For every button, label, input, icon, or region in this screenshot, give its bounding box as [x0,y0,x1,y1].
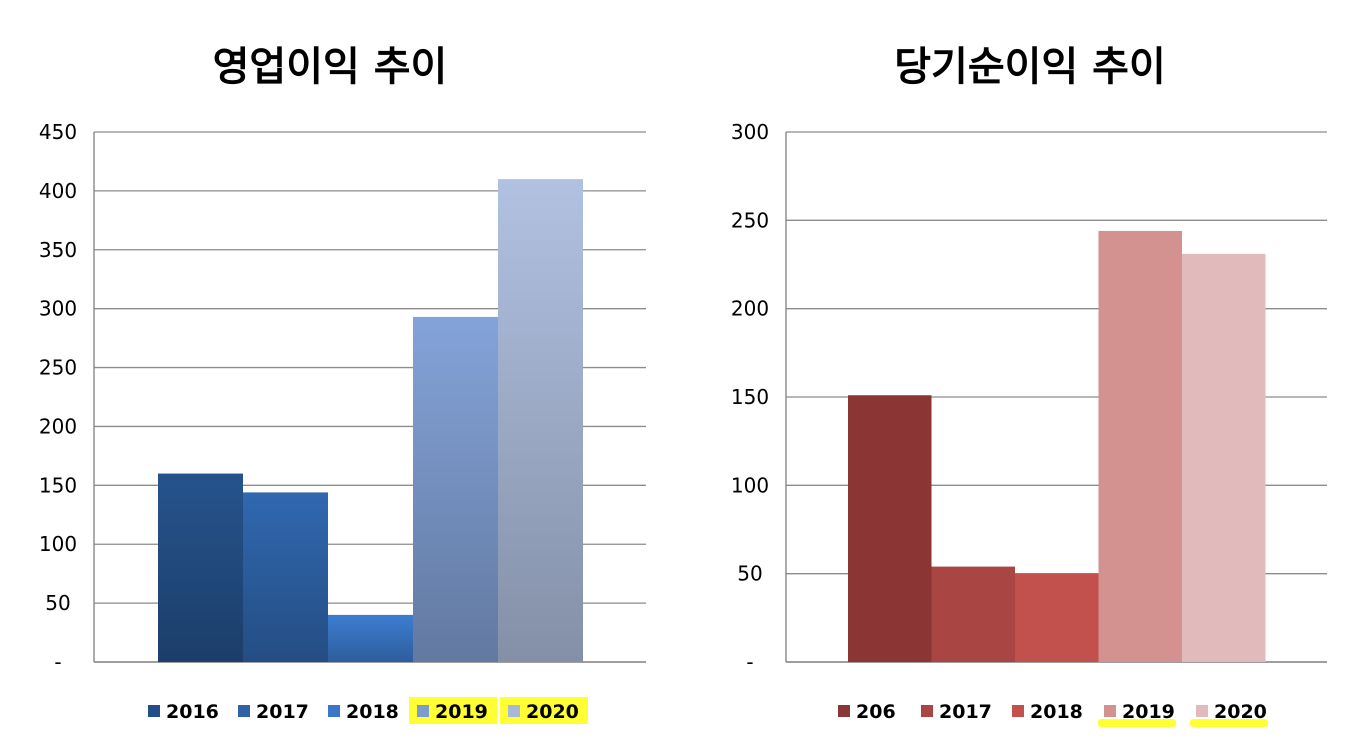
legend-label: 2016 [166,701,219,723]
y-tick-label: - [54,650,61,674]
legend-label: 2018 [1030,701,1083,723]
y-tick-label: 200 [731,297,769,321]
legend-swatch [238,705,250,717]
legend-swatch [838,705,850,717]
legend-underline [1098,719,1176,727]
legend-label: 2020 [526,701,579,723]
legend-swatch [508,705,520,717]
chart-title: 당기순이익 추이 [894,44,1166,90]
y-tick-label: - [746,650,753,674]
y-tick-label: 100 [39,532,77,556]
legend-label: 206 [856,701,896,723]
legend-label: 2018 [346,701,399,723]
legend-label: 2020 [1214,701,1267,723]
bar-2019 [413,316,498,662]
bar-206 [848,395,932,662]
net-income-chart: 당기순이익 추이 - 50 100 150 200 250 300 206 2017 2018 20… [731,44,1327,727]
legend-label: 2017 [939,701,992,723]
bar-2018 [1015,573,1099,662]
legend-swatch [1012,705,1024,717]
y-tick-label: 50 [45,591,70,615]
y-tick-label: 200 [39,414,77,438]
bar-2017 [931,566,1015,662]
y-tick-label: 300 [39,297,77,321]
y-tick-label: 250 [731,208,769,232]
legend-swatch [148,705,160,717]
operating-profit-chart: 영업이익 추이 - 50 100 150 200 250 300 350 400 450 2016 2… [39,44,646,724]
legend-swatch [1104,705,1116,717]
y-tick-label: 300 [731,120,769,144]
y-tick-label: 350 [39,238,77,262]
y-tick-label: 450 [39,120,77,144]
legend-swatch [921,705,933,717]
bar-2019 [1098,230,1182,662]
legend-label: 2019 [435,701,488,723]
legend-underline [1190,719,1268,727]
legend-label: 2019 [1122,701,1175,723]
bar-2017 [243,492,328,662]
y-tick-label: 250 [39,356,77,380]
legend-swatch [1196,705,1208,717]
legend-swatch [328,705,340,717]
chart-title: 영업이익 추이 [213,44,448,90]
y-tick-label: 100 [731,473,769,497]
bar-2020 [498,179,583,662]
y-tick-label: 400 [39,179,77,203]
bar-2020 [1182,253,1266,662]
legend-swatch [417,705,429,717]
y-tick-label: 150 [39,473,77,497]
legend-label: 2017 [256,701,309,723]
y-tick-label: 50 [737,562,762,586]
bar-2018 [328,614,413,662]
bar-2016 [158,473,243,662]
y-tick-label: 150 [731,385,769,409]
